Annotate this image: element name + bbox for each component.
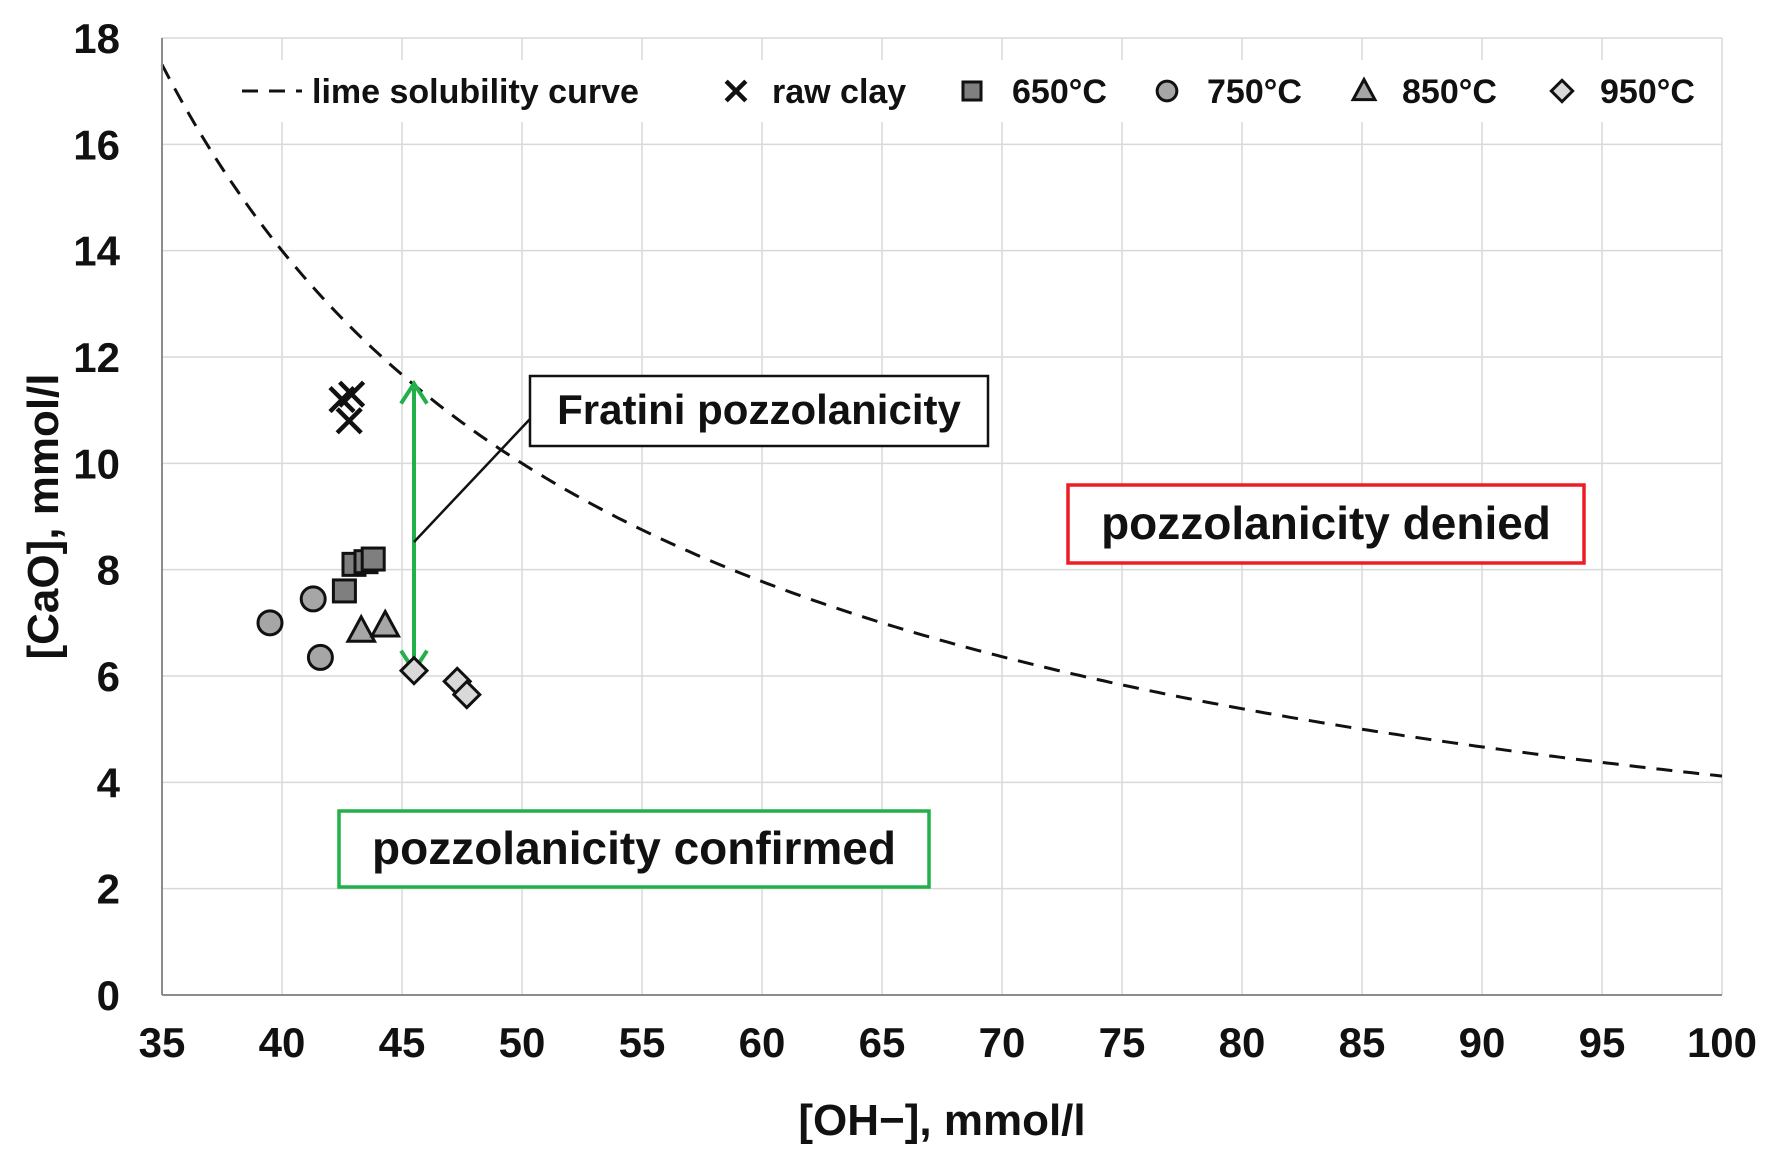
legend-label-square: 650°C bbox=[1012, 73, 1107, 111]
legend-marker-diamond bbox=[1549, 78, 1575, 104]
legend-marker-x bbox=[724, 79, 748, 103]
y-tick-label: 8 bbox=[97, 547, 120, 594]
denied-label: pozzolanicity denied bbox=[1101, 497, 1551, 549]
data-point-diamond bbox=[451, 679, 482, 710]
y-tick-label: 10 bbox=[73, 440, 120, 487]
x-axis-title: [OH−], mmol/l bbox=[798, 1096, 1085, 1145]
legend-marker-triangle bbox=[1350, 76, 1378, 102]
data-point-triangle bbox=[345, 613, 378, 643]
x-tick-label: 85 bbox=[1339, 1019, 1386, 1066]
confirmed-box bbox=[337, 809, 931, 889]
y-tick-label: 16 bbox=[73, 121, 120, 168]
y-tick-label: 2 bbox=[97, 866, 120, 913]
fratini-arrow-head-top bbox=[399, 379, 429, 405]
denied-box bbox=[1066, 483, 1586, 565]
data-point-circle bbox=[306, 643, 334, 671]
y-axis-title: [CaO], mmol/l bbox=[19, 373, 68, 659]
data-point-square bbox=[360, 546, 386, 572]
curve-layer bbox=[160, 63, 1723, 778]
legend-marker-x-stroke-b bbox=[724, 79, 748, 103]
series-diamond bbox=[398, 655, 482, 710]
x-tick-label: 60 bbox=[739, 1019, 786, 1066]
series-square bbox=[331, 546, 386, 604]
x-tick-label: 35 bbox=[139, 1019, 186, 1066]
y-tick-label: 0 bbox=[97, 972, 120, 1019]
fratini-leader-line bbox=[413, 418, 531, 543]
x-tick-label: 55 bbox=[619, 1019, 666, 1066]
data-point-diamond bbox=[398, 655, 430, 686]
legend-label-x: raw clay bbox=[772, 73, 906, 111]
data-point-x bbox=[335, 407, 363, 435]
data-points bbox=[256, 380, 482, 710]
data-point-square bbox=[331, 578, 357, 604]
series-triangle bbox=[345, 608, 402, 643]
x-tick-label: 75 bbox=[1099, 1019, 1146, 1066]
legend-marker-square bbox=[961, 80, 983, 102]
x-tick-label: 45 bbox=[379, 1019, 426, 1066]
x-tick-label: 65 bbox=[859, 1019, 906, 1066]
confirmed-label: pozzolanicity confirmed bbox=[372, 822, 896, 874]
x-tick-label: 70 bbox=[979, 1019, 1026, 1066]
x-tick-label: 40 bbox=[259, 1019, 306, 1066]
annotations: Fratini pozzolanicity pozzolanicity denie… bbox=[337, 374, 1586, 889]
data-point-circle bbox=[299, 585, 327, 613]
x-tick-label: 90 bbox=[1459, 1019, 1506, 1066]
legend: lime solubility curve raw clay 650°C 750°C 8… bbox=[228, 60, 1708, 122]
x-tick-label: 95 bbox=[1579, 1019, 1626, 1066]
y-tick-label: 12 bbox=[73, 334, 120, 381]
legend-label-triangle: 850°C bbox=[1402, 73, 1497, 111]
fratini-label: Fratini pozzolanicity bbox=[557, 386, 961, 433]
lime-solubility-curve bbox=[160, 63, 1723, 778]
data-point-x-stroke-b bbox=[338, 380, 366, 408]
y-tick-label: 4 bbox=[97, 759, 121, 806]
y-tick-label: 18 bbox=[73, 15, 120, 62]
data-point-x-stroke-b bbox=[335, 407, 363, 435]
y-tick-label: 6 bbox=[97, 653, 120, 700]
legend-label-circle: 750°C bbox=[1207, 73, 1302, 111]
data-point-circle bbox=[256, 609, 284, 637]
y-tick-label: 14 bbox=[73, 228, 120, 275]
fratini-box bbox=[528, 374, 990, 448]
x-tick-label: 80 bbox=[1219, 1019, 1266, 1066]
axes bbox=[161, 38, 1722, 996]
data-point-triangle bbox=[369, 608, 402, 638]
x-tick-label: 100 bbox=[1687, 1019, 1757, 1066]
series-circle bbox=[256, 585, 334, 671]
legend-marker-circle bbox=[1155, 79, 1179, 103]
data-point-x bbox=[338, 380, 366, 408]
series-x bbox=[328, 380, 366, 435]
tick-labels: 35 40 45 50 55 60 65 70 75 80 85 90 95 100 0 2 4 6 8 10 12 14… bbox=[73, 15, 1757, 1066]
legend-label-diamond: 950°C bbox=[1600, 73, 1695, 111]
grid bbox=[161, 37, 1723, 996]
legend-curve-label: lime solubility curve bbox=[312, 73, 639, 111]
x-tick-label: 50 bbox=[499, 1019, 546, 1066]
